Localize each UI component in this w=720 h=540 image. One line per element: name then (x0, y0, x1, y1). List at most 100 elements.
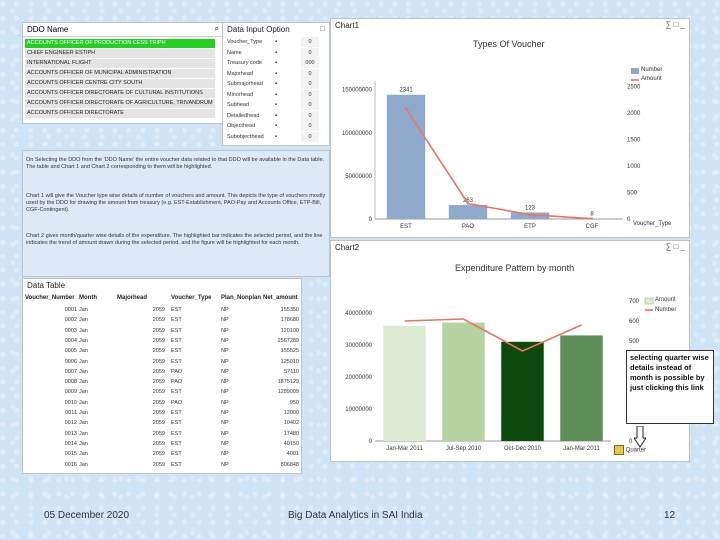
table-cell: 0004 (64, 337, 77, 344)
line-point (590, 217, 594, 220)
table-cell: EST (171, 348, 182, 355)
chart1-panel-title: Chart1 (335, 21, 360, 30)
y-tick-label: 100000000 (342, 131, 373, 137)
y-tick-label: 40000000 (345, 311, 372, 317)
quarter-link[interactable]: Quarter (614, 445, 646, 455)
ddo-list-item[interactable]: INTERNATIONAL FLIGHT (25, 59, 215, 68)
data-input-value[interactable]: 0 (301, 68, 319, 79)
table-column-header[interactable]: Plan_Nonplan (221, 295, 262, 301)
footer-date: 05 December 2020 (44, 510, 130, 521)
data-input-value[interactable]: 0 (301, 100, 319, 110)
search-icon[interactable]: ⌕ (214, 24, 219, 33)
table-cell: 2059 (152, 368, 165, 375)
ddo-list-item[interactable]: ACCOUNTS OFFICER DIRECTORATE OF AGRICULT… (25, 99, 215, 108)
data-input-value[interactable]: 0 (301, 79, 319, 89)
arrow-down-icon (633, 425, 647, 448)
table-cell: Jan (79, 368, 88, 375)
table-column-header[interactable]: Net_amount (263, 295, 298, 301)
table-cell: NP (221, 379, 229, 386)
ddo-list-item[interactable]: CHIEF ENGINEER ESTIPH (25, 49, 215, 58)
line-point (466, 202, 470, 205)
dropdown-dot-icon[interactable]: ▪ (275, 102, 278, 108)
table-cell: 2567289 (277, 337, 299, 344)
data-input-value[interactable]: 0 (301, 37, 319, 47)
data-input-label: Submajorhead (227, 81, 263, 87)
drill-icon (614, 445, 624, 455)
table-cell: EST (171, 307, 182, 313)
y-tick-label: 20000000 (345, 375, 372, 381)
table-cell: Jan (79, 420, 88, 427)
footer-title: Big Data Analytics in SAI India (288, 510, 423, 521)
table-cell: EST (171, 327, 182, 334)
dropdown-dot-icon[interactable]: ▪ (275, 91, 278, 98)
chart-controls-icon[interactable]: ∑ □ _ (665, 242, 685, 251)
dropdown-dot-icon[interactable]: ▪ (275, 133, 278, 140)
data-input-row[interactable]: Submajorhead ▪ 0 (225, 79, 327, 89)
data-input-row[interactable]: Minorhead ▪ 0 (225, 89, 327, 100)
data-input-value[interactable]: 000 (301, 58, 319, 68)
dropdown-dot-icon[interactable]: ▪ (275, 70, 278, 77)
table-cell: PAO (171, 379, 183, 386)
data-input-value[interactable]: 0 (301, 89, 319, 100)
data-input-value[interactable]: 0 (301, 47, 319, 58)
dropdown-dot-icon[interactable]: ▪ (275, 112, 278, 119)
ddo-list-item[interactable]: ACCOUNTS OFFICER OF MUNICIPAL ADMINISTRA… (25, 69, 215, 78)
table-cell: 0008 (64, 379, 77, 386)
data-input-label: Subhead (227, 102, 250, 108)
data-input-row[interactable]: Name ▪ 0 (225, 47, 327, 58)
data-input-row[interactable]: Objecthead ▪ 0 (225, 121, 327, 131)
info-paragraph-2: Chart 1 will give the Voucher type wise … (26, 193, 326, 213)
table-column-header[interactable]: Voucher_Type (171, 295, 212, 301)
table-column-header[interactable]: Month (79, 295, 97, 301)
table-cell: NP (221, 317, 229, 324)
ddo-list-item[interactable]: ACCOUNTS OFFICER CENTRE CITY SOUTH (25, 79, 215, 88)
data-input-title: Data Input Option (227, 25, 290, 34)
table-cell: EST (171, 389, 182, 396)
table-column-header[interactable]: Voucher_Number (25, 295, 75, 301)
dropdown-dot-icon[interactable]: ▪ (275, 39, 278, 45)
data-input-value[interactable]: 0 (301, 131, 319, 142)
data-input-row[interactable]: Voucher_Type ▪ 0 (225, 37, 327, 47)
dropdown-dot-icon[interactable]: ▪ (275, 123, 278, 129)
data-input-row[interactable]: Subobjecthead ▪ 0 (225, 131, 327, 142)
table-cell: 806848 (280, 461, 299, 468)
ddo-list-item[interactable]: ACCOUNTS OFFICER DIRECTORATE (25, 109, 215, 118)
y2-tick-label: 500 (629, 339, 640, 345)
table-cell: Jan (79, 399, 88, 406)
data-input-value[interactable]: 0 (301, 121, 319, 131)
data-input-row[interactable]: Treasury code ▪ 000 (225, 58, 327, 68)
chart1-legend-number: Number (641, 67, 663, 73)
x-tick-label: EST (400, 224, 412, 230)
dropdown-dot-icon[interactable]: ▪ (275, 49, 278, 56)
panel-menu-icon[interactable]: □ (320, 24, 325, 33)
table-cell: 2059 (152, 358, 165, 365)
table-cell: NP (221, 461, 229, 468)
chart-controls-icon[interactable]: ∑ □ _ (665, 20, 685, 29)
y-tick-label: 0 (369, 439, 373, 445)
table-cell: NP (221, 451, 229, 458)
data-input-row[interactable]: Majorhead ▪ 0 (225, 68, 327, 79)
table-cell: 40150 (283, 440, 299, 447)
data-input-value[interactable]: 0 (301, 110, 319, 121)
table-cell: EST (171, 430, 182, 437)
chart2-legend-number: Number (655, 307, 677, 313)
table-cell: 120100 (280, 327, 299, 334)
ddo-list-item[interactable]: ACCOUNTS OFFICER DIRECTORATE OF CULTURAL… (25, 89, 215, 98)
data-input-label: Majorhead (227, 70, 253, 77)
table-cell: Jan (79, 451, 88, 458)
table-column-header[interactable]: Majorhead (117, 295, 148, 301)
data-input-label: Subobjecthead (227, 133, 264, 140)
y2-tick-label: 2500 (627, 84, 641, 90)
ddo-title: DDO Name (27, 25, 69, 34)
data-input-row[interactable]: Subhead ▪ 0 (225, 100, 327, 110)
table-cell: 0012 (64, 420, 77, 427)
data-input-row[interactable]: Detailedhead ▪ 0 (225, 110, 327, 121)
table-cell: Jan (79, 440, 88, 447)
table-cell: Jan (79, 430, 88, 437)
dropdown-dot-icon[interactable]: ▪ (275, 81, 278, 87)
table-cell: NP (221, 337, 229, 344)
table-cell: EST (171, 451, 182, 458)
ddo-list-item[interactable]: ACCOUNTS OFFICER OF PRODUCTION CESS TRIP… (25, 39, 215, 48)
x-tick-label: Jul-Sep 2010 (446, 446, 482, 452)
dropdown-dot-icon[interactable]: ▪ (275, 60, 278, 66)
